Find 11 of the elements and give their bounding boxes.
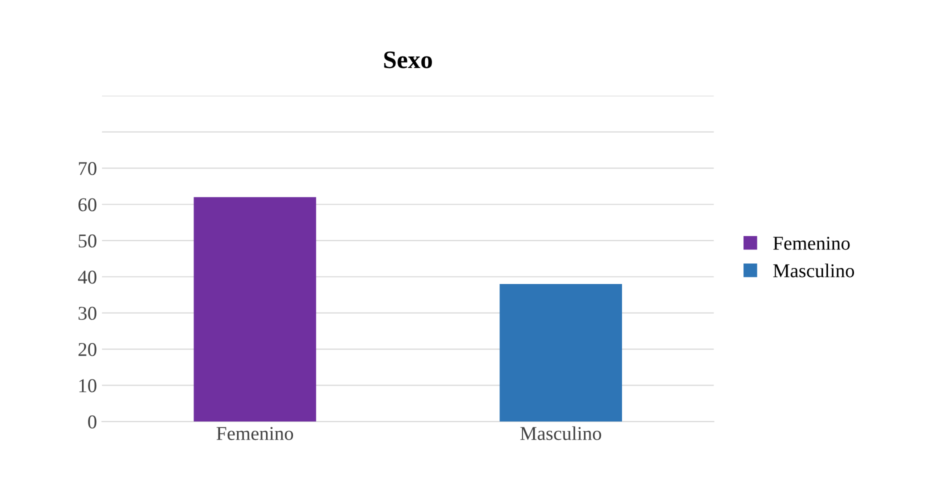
y-tick-label: 70 bbox=[78, 162, 96, 176]
chart-title: Sexo bbox=[384, 51, 432, 68]
y-tick-label: 60 bbox=[78, 198, 96, 212]
legend-label: Masculino bbox=[773, 264, 854, 278]
y-tick-label: 0 bbox=[88, 415, 96, 428]
y-tick-label: 30 bbox=[78, 306, 96, 320]
legend-label: Femenino bbox=[773, 236, 850, 250]
y-tick-label: 40 bbox=[78, 270, 96, 284]
y-tick-label: 10 bbox=[79, 379, 96, 392]
y-tick-label: 20 bbox=[78, 342, 96, 356]
y-tick-label: 50 bbox=[78, 234, 96, 248]
